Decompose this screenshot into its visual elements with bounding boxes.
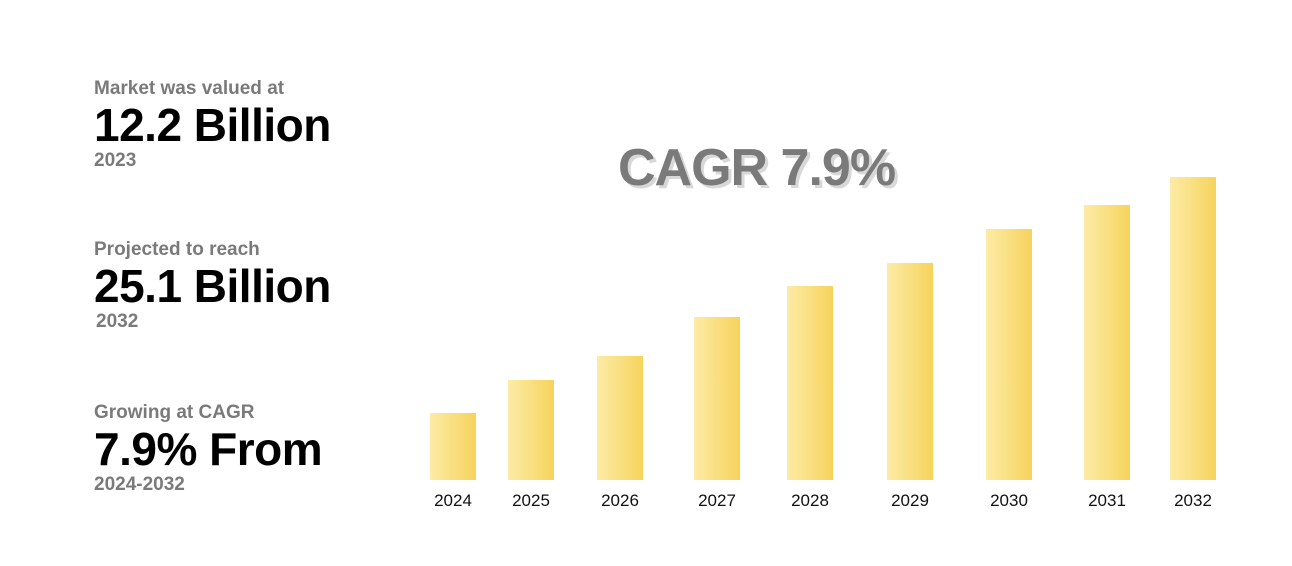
x-tick-label: 2031 [1088,491,1126,510]
stat-year: 2032 [96,311,139,332]
x-tick-label: 2029 [891,491,929,510]
stat-year: 2023 [94,150,137,171]
stat-cagr: Growing at CAGR 7.9% From 2024-2032 [94,402,323,496]
x-tick-label: 2024 [434,491,472,510]
bar-2025 [508,380,554,480]
stat-label: Market was valued at [94,78,285,99]
bar-2030 [986,229,1032,480]
stat-value: 12.2 Billion [94,99,331,151]
x-tick-label: 2027 [698,491,736,510]
chart-title: CAGR 7.9% [618,139,896,197]
bar-2027 [694,317,740,480]
stat-label: Growing at CAGR [94,402,255,423]
stat-projected: Projected to reach 25.1 Billion 2032 [94,239,331,333]
bar-2029 [887,263,933,480]
stat-year: 2024-2032 [94,474,185,495]
x-tick-label: 2028 [791,491,829,510]
stat-value: 25.1 Billion [94,260,331,312]
bar-2031 [1084,205,1130,480]
stat-label: Projected to reach [94,239,260,260]
x-tick-label: 2026 [601,491,639,510]
stat-market-valued: Market was valued at 12.2 Billion 2023 [94,78,331,172]
bar-2032 [1170,177,1216,480]
bars-group [430,177,1216,480]
x-tick-label: 2030 [990,491,1028,510]
bar-2026 [597,356,643,480]
stat-value: 7.9% From [94,423,323,475]
x-tick-labels: 2024 2025 2026 2027 2028 2029 2030 2031 2032 [434,491,1212,510]
bar-2028 [787,286,833,480]
bar-2024 [430,413,476,480]
x-tick-label: 2032 [1174,491,1212,510]
x-tick-label: 2025 [512,491,550,510]
